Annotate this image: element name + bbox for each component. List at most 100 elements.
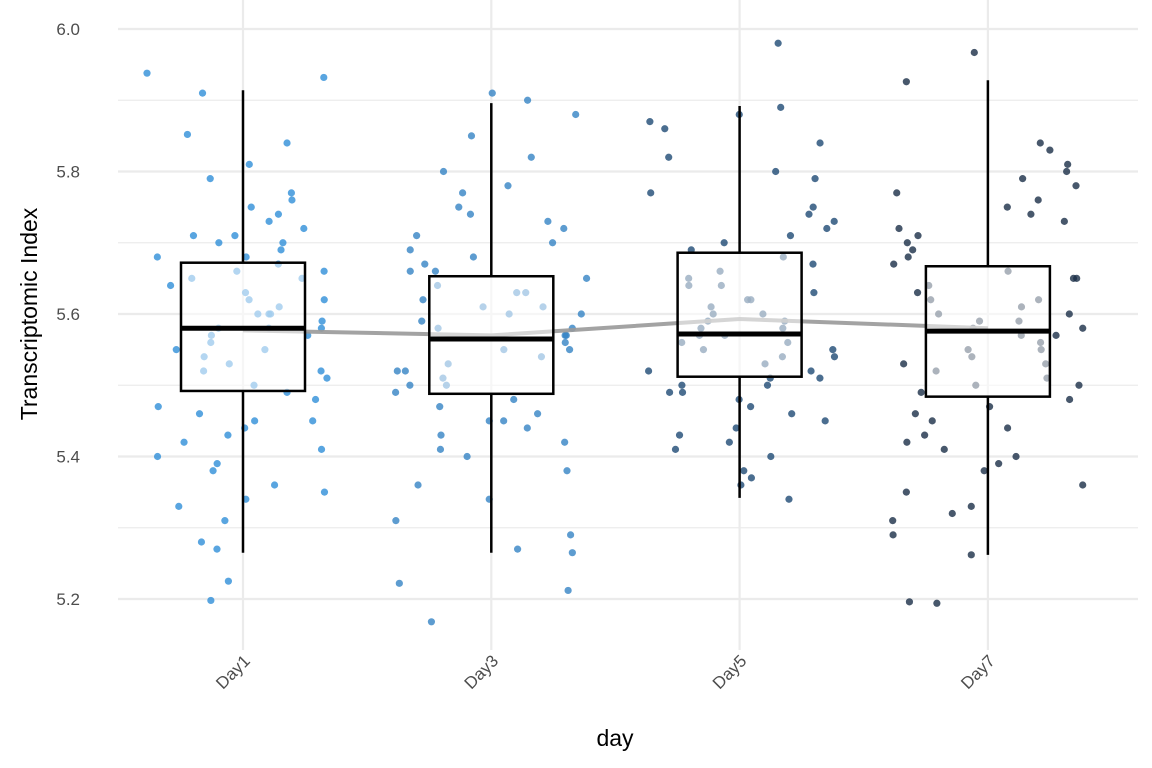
data-point	[436, 403, 444, 411]
x-tick-label: Day7	[957, 651, 998, 692]
data-point	[523, 96, 532, 104]
data-point	[1079, 324, 1087, 332]
data-point	[561, 438, 569, 446]
box-Day3	[428, 103, 555, 553]
box-Day1	[179, 90, 307, 553]
data-point	[1034, 196, 1042, 204]
data-point	[1072, 182, 1080, 190]
data-point	[279, 239, 287, 247]
data-point	[747, 474, 756, 482]
data-point	[644, 367, 653, 375]
data-point	[1004, 424, 1012, 432]
data-point	[392, 388, 400, 396]
data-point	[646, 118, 654, 126]
data-point	[195, 410, 204, 418]
data-point	[180, 438, 188, 446]
data-point	[1073, 274, 1081, 282]
data-point	[436, 445, 445, 453]
data-point	[911, 410, 919, 418]
data-point	[786, 232, 795, 240]
data-point	[245, 160, 253, 168]
mean-line	[242, 316, 988, 338]
y-tick-label: 5.2	[56, 590, 80, 609]
data-point	[548, 239, 557, 247]
x-tick-label: Day5	[709, 651, 750, 692]
data-point	[213, 545, 221, 553]
data-point	[568, 549, 576, 557]
data-point	[288, 196, 296, 204]
box-Day5	[676, 105, 803, 498]
data-point	[413, 232, 421, 240]
data-point	[1027, 210, 1035, 218]
data-point	[523, 424, 531, 432]
data-point	[265, 217, 273, 225]
data-point	[270, 481, 279, 489]
data-point	[830, 217, 838, 225]
y-tick-label: 6.0	[56, 20, 80, 39]
data-point	[904, 253, 912, 261]
data-point	[665, 388, 674, 396]
data-point	[1063, 167, 1071, 176]
data-point	[317, 367, 325, 375]
data-point	[1066, 395, 1074, 404]
data-point	[1079, 481, 1087, 489]
data-point	[466, 210, 475, 218]
data-point	[395, 579, 403, 587]
data-point	[772, 167, 780, 176]
data-point	[175, 502, 183, 510]
data-point	[890, 260, 898, 268]
data-point	[561, 338, 569, 347]
data-point	[665, 153, 673, 161]
data-point	[980, 467, 988, 475]
data-point	[418, 317, 426, 325]
data-point	[209, 467, 217, 475]
data-point	[967, 502, 975, 510]
data-point	[671, 445, 680, 453]
y-axis-title: Transcriptomic Index	[16, 207, 42, 420]
data-point	[406, 246, 414, 254]
data-point	[213, 460, 221, 468]
data-point	[274, 210, 283, 218]
data-point	[309, 417, 317, 425]
data-point	[318, 317, 326, 325]
data-point	[323, 374, 331, 382]
x-tick-label: Day1	[212, 651, 253, 692]
data-point	[895, 224, 903, 233]
data-point	[1052, 331, 1060, 339]
data-point	[183, 130, 192, 139]
data-point	[320, 267, 328, 275]
data-point	[921, 431, 929, 439]
data-point	[940, 445, 948, 453]
data-point	[811, 175, 819, 183]
data-point	[488, 89, 496, 97]
data-point	[740, 467, 748, 475]
data-point	[902, 488, 910, 496]
data-point	[1019, 175, 1027, 183]
data-point	[725, 438, 733, 446]
data-point	[427, 618, 436, 626]
data-point	[197, 538, 206, 546]
data-point	[1075, 381, 1083, 389]
data-point	[320, 296, 328, 304]
data-point	[513, 545, 522, 553]
data-point	[566, 531, 575, 539]
data-point	[1064, 160, 1072, 168]
data-point	[829, 346, 837, 354]
data-point	[577, 310, 585, 318]
data-point	[889, 517, 897, 525]
data-point	[431, 267, 440, 275]
data-point	[224, 577, 232, 585]
data-point	[439, 167, 448, 176]
data-point	[437, 431, 445, 439]
data-point	[767, 452, 775, 461]
x-ticks: Day1 Day3 Day5 Day7	[212, 651, 998, 692]
data-point	[774, 39, 782, 47]
data-point	[970, 48, 978, 57]
data-point	[909, 246, 917, 254]
data-point	[1065, 310, 1073, 318]
data-point	[928, 417, 936, 425]
data-point	[917, 388, 925, 396]
data-point	[785, 495, 793, 503]
data-point	[393, 367, 401, 375]
